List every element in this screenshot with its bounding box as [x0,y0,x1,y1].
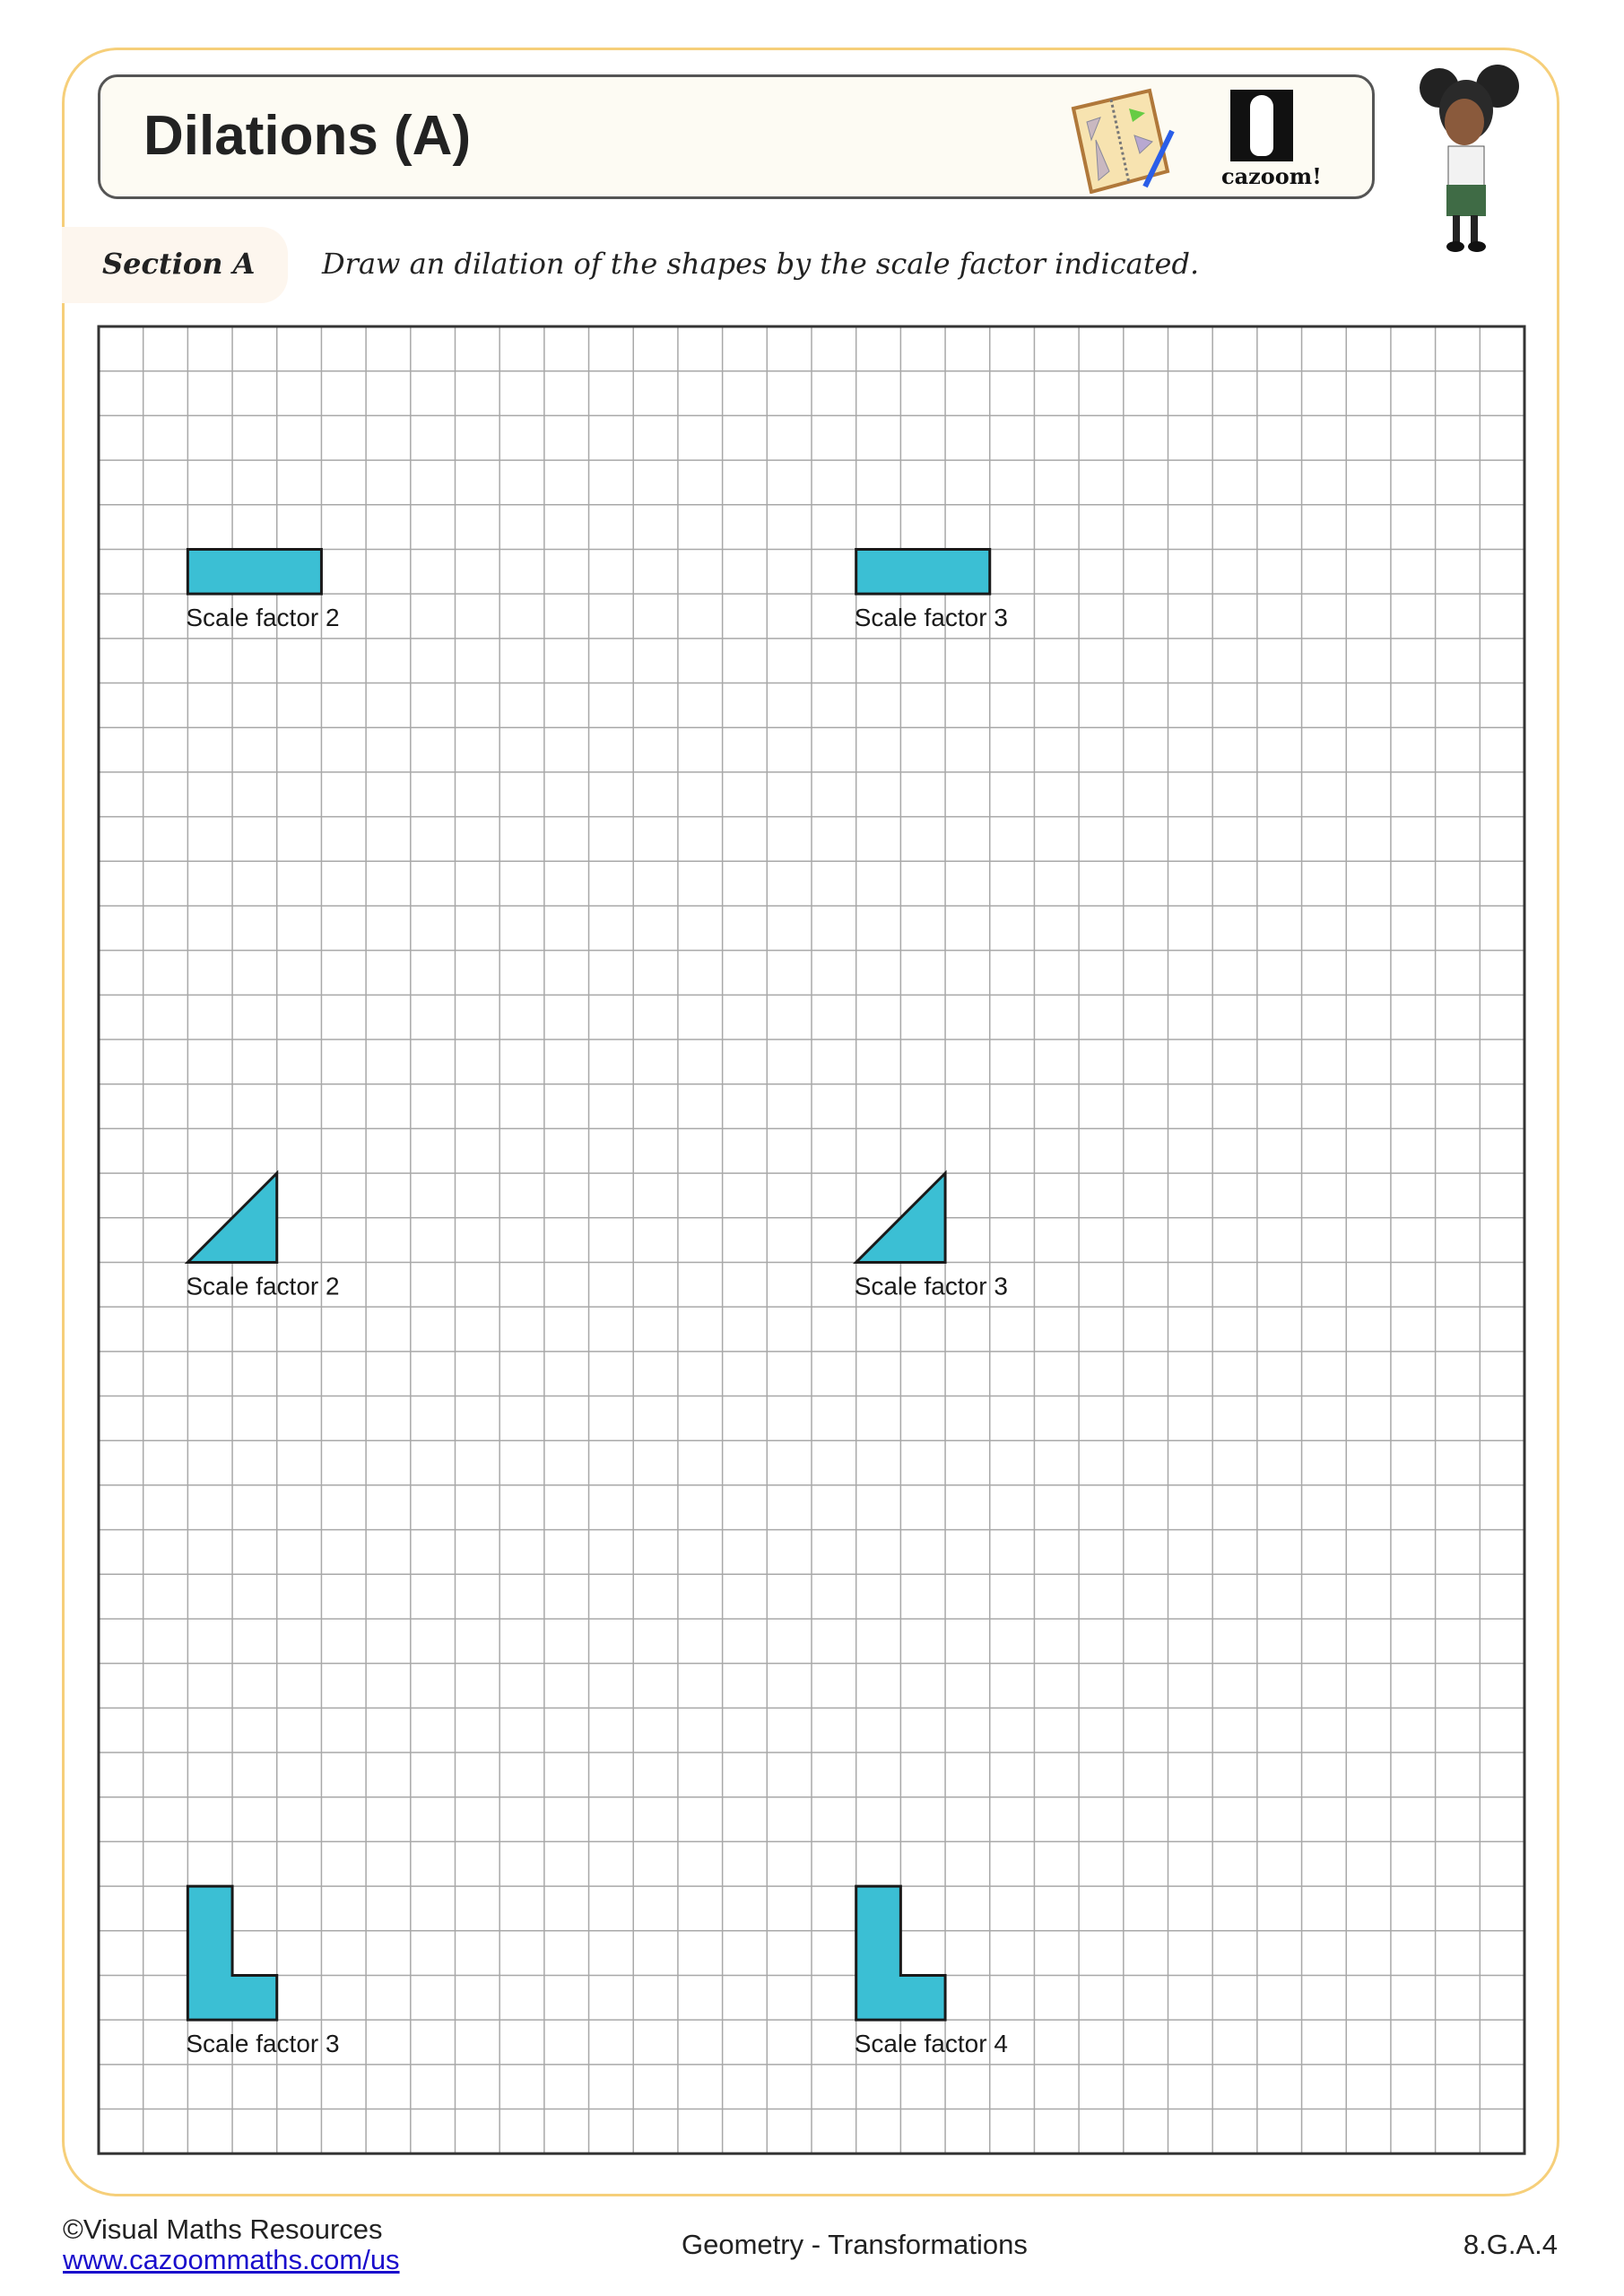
instruction-text: Draw an dilation of the shapes by the sc… [322,247,1200,281]
section-label: Section A [102,247,256,281]
rectangle-shape [855,547,992,596]
page-title: Dilations (A) [143,105,472,167]
grid-border [97,325,1526,2155]
topic-text: Geometry - Transformations [682,2229,1028,2260]
square-grid: Scale factor 2 Scale factor 3 Scale factor… [97,325,1526,2155]
header-box: Dilations (A) cazoom! [98,74,1375,199]
copyright-text: ©Visual Maths Resources [63,2213,383,2245]
character-illustration [1420,65,1519,252]
notebook-icon [1071,88,1175,194]
rectangle-shape [186,547,323,596]
shape-label: Scale factor 2 [186,604,339,631]
page-border [62,48,1559,2196]
right-triangle-shape [184,1170,279,1264]
section-tab: Section A [62,227,288,303]
l-shape-shape [186,1884,279,2022]
shape-label: Scale factor 2 [186,1272,339,1300]
shape-label: Scale factor 4 [855,2030,1008,2057]
shape-label: Scale factor 3 [855,604,1008,631]
standard-code: 8.G.A.4 [1463,2229,1558,2260]
right-triangle-shape [853,1170,947,1264]
shape-label: Scale factor 3 [855,1272,1008,1300]
l-shape-shape [855,1884,947,2022]
shape-label: Scale factor 3 [186,2030,339,2057]
website-link[interactable]: www.cazoommaths.com/us [63,2244,400,2275]
